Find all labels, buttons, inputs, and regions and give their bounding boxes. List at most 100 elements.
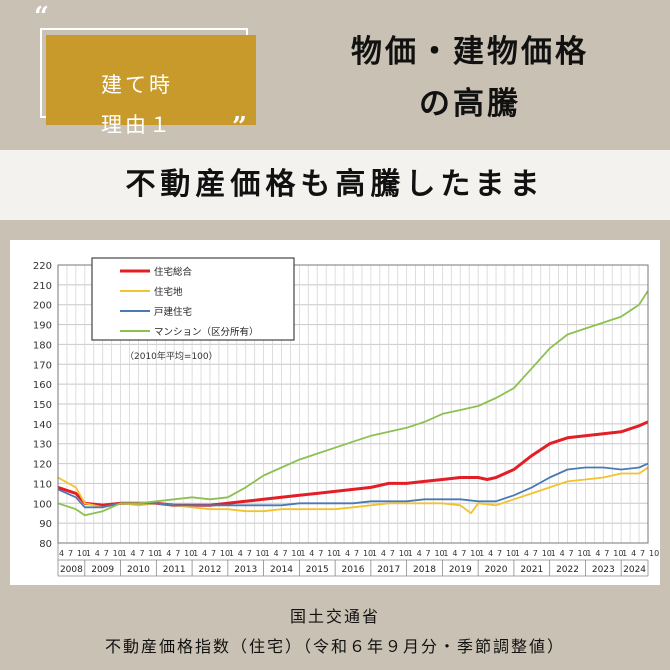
source-line-1: 国土交通省: [289, 607, 380, 626]
month-tick-label: 4: [274, 549, 279, 558]
header: “ 建て時 理由１ ” 物価・建物価格 の高騰: [0, 0, 670, 150]
month-tick-label: 4: [166, 549, 171, 558]
month-tick-label: 7: [604, 549, 609, 558]
month-tick-label: 10: [220, 549, 230, 558]
year-label: 2017: [377, 565, 400, 575]
year-label: 2020: [485, 565, 508, 575]
year-label: 2019: [449, 565, 472, 575]
month-tick-label: 4: [95, 549, 100, 558]
axis-layer: 8090100110120130140150160170180190200210…: [33, 261, 659, 577]
year-label: 2014: [270, 565, 293, 575]
year-label: 2022: [556, 565, 579, 575]
month-tick-label: 7: [104, 549, 109, 558]
month-tick-label: 4: [560, 549, 565, 558]
year-label: 2015: [306, 565, 329, 575]
y-tick-label: 150: [33, 400, 52, 411]
month-tick-label: 1: [229, 549, 234, 558]
month-tick-label: 1: [336, 549, 341, 558]
month-tick-label: 7: [461, 549, 466, 558]
badge-text: 建て時 理由１: [101, 65, 173, 145]
year-label: 2011: [163, 565, 186, 575]
badge-line-2: 理由１: [101, 113, 173, 137]
month-tick-label: 4: [238, 549, 243, 558]
month-tick-label: 10: [291, 549, 301, 558]
month-tick-label: 10: [470, 549, 480, 558]
y-tick-label: 110: [33, 479, 52, 490]
year-label: 2008: [60, 565, 83, 575]
y-tick-label: 80: [39, 539, 52, 550]
month-tick-label: 7: [533, 549, 538, 558]
legend-label: マンション（区分所有）: [154, 326, 259, 338]
series-line: [57, 290, 649, 517]
month-tick-label: 10: [613, 549, 623, 558]
year-label: 2023: [592, 565, 615, 575]
month-tick-label: 4: [488, 549, 493, 558]
month-tick-label: 4: [595, 549, 600, 558]
year-label: 2013: [234, 565, 257, 575]
year-label: 2018: [413, 565, 436, 575]
page-title-line-1: 物価・建物価格: [351, 34, 589, 70]
month-tick-label: 7: [282, 549, 287, 558]
month-tick-label: 7: [569, 549, 574, 558]
month-tick-label: 7: [175, 549, 180, 558]
month-tick-label: 7: [247, 549, 252, 558]
month-tick-label: 1: [408, 549, 413, 558]
month-tick-label: 10: [542, 549, 552, 558]
month-tick-label: 4: [202, 549, 207, 558]
month-tick-label: 1: [86, 549, 91, 558]
close-quote-mark: ”: [232, 112, 247, 142]
month-tick-label: 4: [524, 549, 529, 558]
month-tick-label: 1: [157, 549, 162, 558]
month-tick-label: 4: [345, 549, 350, 558]
open-quote-mark: “: [34, 2, 49, 32]
year-label: 2010: [127, 565, 150, 575]
month-tick-label: 4: [452, 549, 457, 558]
month-tick-label: 1: [300, 549, 305, 558]
page-title-line-2: の高騰: [419, 86, 521, 122]
year-label: 2024: [623, 565, 646, 575]
y-tick-label: 170: [33, 360, 52, 371]
month-tick-label: 10: [184, 549, 194, 558]
legend-label: 住宅総合: [154, 266, 193, 278]
month-tick-label: 1: [622, 549, 627, 558]
year-label: 2016: [342, 565, 365, 575]
y-tick-label: 100: [33, 499, 52, 510]
y-tick-label: 120: [33, 460, 52, 471]
subtitle: 不動産価格も高騰したまま: [125, 167, 545, 202]
subtitle-band: 不動産価格も高騰したまま: [0, 150, 670, 220]
month-tick-label: 10: [148, 549, 158, 558]
series-line: [57, 462, 649, 509]
page-title: 物価・建物価格 の高騰: [290, 26, 650, 130]
price-index-chart: 8090100110120130140150160170180190200210…: [33, 257, 659, 577]
y-tick-label: 140: [33, 420, 52, 431]
month-tick-label: 10: [256, 549, 266, 558]
month-tick-label: 7: [318, 549, 323, 558]
y-tick-label: 190: [33, 321, 52, 332]
month-tick-label: 1: [443, 549, 448, 558]
month-tick-label: 7: [211, 549, 216, 558]
month-tick-label: 4: [131, 549, 136, 558]
month-tick-label: 7: [68, 549, 73, 558]
y-tick-label: 130: [33, 440, 52, 451]
year-label: 2021: [520, 565, 543, 575]
month-tick-label: 1: [372, 549, 377, 558]
month-tick-label: 7: [497, 549, 502, 558]
y-tick-label: 180: [33, 340, 52, 351]
month-tick-label: 4: [59, 549, 64, 558]
month-tick-label: 1: [479, 549, 484, 558]
month-tick-label: 1: [515, 549, 520, 558]
year-label: 2009: [91, 565, 114, 575]
month-tick-label: 7: [390, 549, 395, 558]
badge: 建て時 理由１: [46, 35, 256, 137]
y-tick-label: 160: [33, 380, 52, 391]
month-tick-label: 1: [551, 549, 556, 558]
month-tick-label: 1: [265, 549, 270, 558]
month-tick-label: 10: [77, 549, 87, 558]
legend-label: 住宅地: [154, 286, 183, 298]
source-line-2: 不動産価格指数（住宅）（令和６年９月分・季節調整値）: [104, 637, 565, 656]
month-tick-label: 4: [309, 549, 314, 558]
month-tick-label: 7: [354, 549, 359, 558]
month-tick-label: 1: [193, 549, 198, 558]
